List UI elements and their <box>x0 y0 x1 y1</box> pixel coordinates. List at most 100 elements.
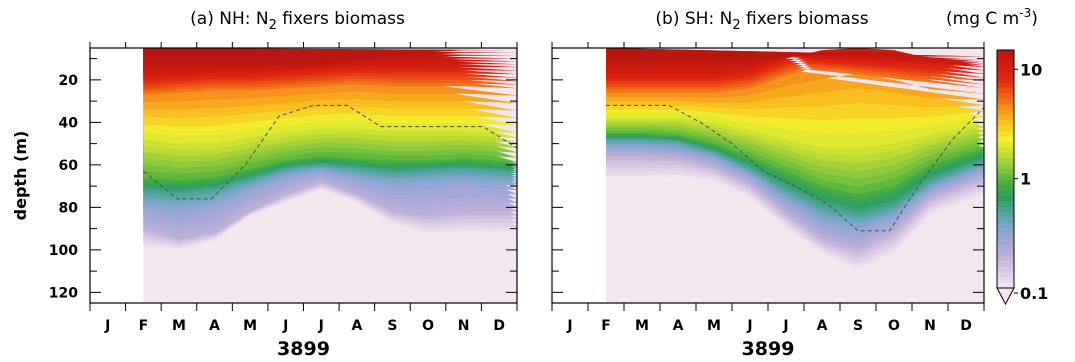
colorbar-segment <box>997 239 1014 246</box>
colorbar-segment <box>997 158 1014 165</box>
colorbar-segment <box>997 152 1014 159</box>
colorbar-segment <box>997 104 1014 111</box>
panel-title-prefix: (b) SH: N <box>655 9 732 29</box>
colorbar-segment <box>997 125 1014 132</box>
x-tick-label: F <box>601 318 611 334</box>
panel-title: (b) SH: N2 fixers biomass <box>655 9 868 33</box>
panel-title-prefix: (a) NH: N <box>190 9 268 29</box>
panel-title-subscript: 2 <box>269 18 277 33</box>
x-tick-label: N <box>458 318 470 334</box>
colorbar-segment <box>997 66 1014 73</box>
colorbar-segment <box>997 250 1014 257</box>
contour-band-max <box>606 48 984 59</box>
colorbar-segment <box>997 71 1014 78</box>
colorbar-segment <box>997 260 1014 267</box>
panel-sh: J F M A M J J A S O N D (b) SH: N2 fixers biomass 389… <box>551 9 985 360</box>
mixed-layer-depth-line <box>606 104 984 232</box>
x-axis-title: 3899 <box>742 338 795 360</box>
contour-field <box>606 48 984 303</box>
y-tick-label: 20 <box>59 73 79 89</box>
colorbar-segment <box>997 169 1014 176</box>
x-tick-label: S <box>853 318 863 334</box>
colorbar-segment <box>997 136 1014 143</box>
panel-title-subscript: 2 <box>732 18 740 33</box>
colorbar-label: 1 <box>1020 170 1031 189</box>
colorbar-segment <box>997 55 1014 62</box>
colorbar-segment <box>997 266 1014 273</box>
colorbar-segment <box>997 190 1014 197</box>
mixed-layer-depth-line <box>143 104 517 200</box>
x-tick-label: M <box>243 318 257 334</box>
colorbar-segment <box>997 179 1014 186</box>
colorbar-segment <box>997 244 1014 251</box>
colorbar-segment <box>997 120 1014 127</box>
colorbar-segment <box>997 277 1014 284</box>
x-tick-label: M <box>172 318 186 334</box>
colorbar-segment <box>997 223 1014 230</box>
colorbar-segment <box>997 217 1014 224</box>
y-tick-label: 40 <box>59 115 79 131</box>
y-tick-label: 120 <box>49 285 78 301</box>
colorbar-segment <box>997 114 1014 121</box>
contour-field <box>143 48 517 303</box>
y-tick-label: 60 <box>59 158 79 174</box>
x-tick-label: O <box>888 318 900 334</box>
x-tick-label: A <box>673 318 684 334</box>
x-tick-label: J <box>104 318 110 334</box>
x-tick-label: A <box>209 318 220 334</box>
units-exponent: -3 <box>1019 6 1031 20</box>
panel-nh: J F M A M J J A S O N D 20 40 60 80 100 120 (a) NH: N2 fix… <box>11 9 518 360</box>
y-tick-label: 80 <box>59 200 79 216</box>
x-tick-label: A <box>351 318 362 334</box>
colorbar-segment <box>997 147 1014 154</box>
x-tick-label: F <box>139 318 149 334</box>
panel-title: (a) NH: N2 fixers biomass <box>190 9 405 33</box>
x-tick-label: J <box>566 318 572 334</box>
units-close: ) <box>1031 9 1038 29</box>
colorbar-label: 0.1 <box>1020 284 1048 303</box>
colorbar-segment <box>997 196 1014 203</box>
colorbar-segment <box>997 255 1014 262</box>
x-tick-label: J <box>782 318 788 334</box>
x-tick-label: O <box>422 318 434 334</box>
colorbar-segment <box>997 174 1014 181</box>
colorbar-segment <box>997 141 1014 148</box>
panel-title-suffix: fixers biomass <box>277 9 405 29</box>
x-tick-label: M <box>635 318 649 334</box>
x-tick-label: A <box>817 318 828 334</box>
y-tick-label: 100 <box>49 243 78 259</box>
colorbar-segment <box>997 98 1014 105</box>
contour-band-max <box>143 48 517 63</box>
colorbar-extend-arrow <box>996 287 1015 306</box>
units-main: (mg C m <box>946 9 1019 29</box>
colorbar-segment <box>997 163 1014 170</box>
colorbar-segment <box>997 282 1014 289</box>
colorbar-segment <box>997 82 1014 89</box>
x-tick-label: D <box>960 318 972 334</box>
colorbar: 10 1 0.1 <box>996 49 1048 306</box>
colorbar-segment <box>997 77 1014 84</box>
colorbar-segment <box>997 271 1014 278</box>
colorbar-segment <box>997 212 1014 219</box>
colorbar-segment <box>997 201 1014 208</box>
x-tick-label: N <box>924 318 936 334</box>
colorbar-segment <box>997 185 1014 192</box>
colorbar-segment <box>997 233 1014 240</box>
colorbar-segment <box>997 131 1014 138</box>
colorbar-segment <box>997 109 1014 116</box>
panel-title-suffix: fixers biomass <box>741 9 869 29</box>
colorbar-segment <box>997 50 1014 57</box>
colorbar-segment <box>997 206 1014 213</box>
x-tick-label: S <box>387 318 397 334</box>
x-tick-label: D <box>493 318 505 334</box>
x-tick-label: J <box>318 318 324 334</box>
x-axis-title: 3899 <box>277 338 330 360</box>
x-tick-label: J <box>282 318 288 334</box>
y-axis-title: depth (m) <box>11 131 30 221</box>
colorbar-segment <box>997 93 1014 100</box>
x-tick-label: J <box>746 318 752 334</box>
x-tick-label: M <box>707 318 721 334</box>
colorbar-segment <box>997 87 1014 94</box>
